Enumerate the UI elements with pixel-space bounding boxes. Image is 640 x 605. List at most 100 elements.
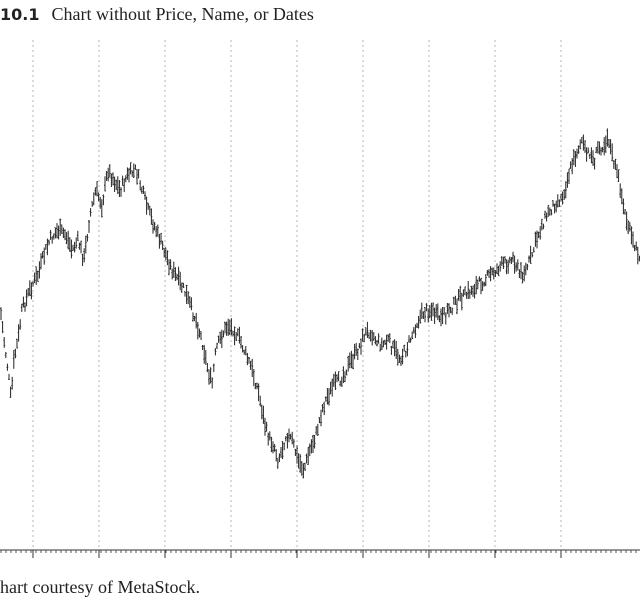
ohlc-bar [481,281,484,291]
ohlc-bar [313,435,316,449]
ohlc-bar [91,201,94,207]
ohlc-bar [160,232,162,245]
ohlc-bar [211,377,214,389]
ohlc-bar [148,205,151,216]
ohlc-bar [355,342,358,356]
chart-credit: hart courtesy of MetaStock. [0,577,200,597]
ohlc-bar [216,342,218,350]
ohlc-bar [544,210,546,219]
ohlc-bar [457,289,460,301]
figure-number: 10.1 [0,5,40,24]
ohlc-bar [465,291,468,299]
ohlc-bar [627,220,630,235]
ohlc-bar [604,135,607,153]
ohlc-bar [89,208,92,217]
ohlc-bar [620,188,623,205]
ohlc-bar [561,191,564,205]
ohlc-bar [526,263,529,271]
ohlc-bar [411,331,414,340]
ohlc-bar [307,446,310,465]
ohlc-bar [528,255,530,263]
ohlc-bar [584,140,586,153]
ohlc-bar [603,137,606,156]
ohlc-bar [152,219,154,234]
ohlc-bar [403,344,406,352]
ohlc-bar [472,285,474,297]
ohlc-bar [416,322,418,328]
ohlc-bar [182,282,185,288]
ohlc-bar [203,344,206,364]
ohlc-bar [368,332,370,339]
ohlc-bar [38,261,41,279]
ohlc-bar [222,330,225,338]
ohlc-bar [150,208,153,225]
ohlc-bar [315,426,318,435]
ohlc-bar [380,337,383,351]
ohlc-bar [64,229,66,241]
ohlc-bar [244,346,247,356]
ohlc-bar [33,272,36,284]
ohlc-bar [92,192,95,206]
ohlc-bar [412,327,415,334]
ohlc-bar [67,230,70,250]
ohlc-bar [144,191,146,200]
ohlc-bar [246,352,249,366]
ohlc-bar [94,187,97,196]
ohlc-bar [512,251,514,263]
ohlc-bar [283,442,286,451]
ohlc-bar [196,321,199,340]
ohlc-bar [558,199,561,207]
ohlc-bar [422,311,425,319]
x-axis [0,549,640,558]
ohlc-bar [510,257,513,264]
ohlc-bar [459,285,462,302]
ohlc-bar [632,231,634,248]
ohlc-bar [204,350,207,365]
ohlc-bar [388,333,391,344]
ohlc-bar [265,421,268,432]
ohlc-bar [270,436,273,453]
ohlc-bar [571,158,574,175]
ohlc-bar [59,218,62,236]
ohlc-bar [329,381,332,395]
ohlc-bar [227,318,230,336]
ohlc-bar [299,454,302,473]
ohlc-bar [177,266,180,286]
ohlc-bar [430,302,433,321]
ohlc-bar [123,178,126,193]
ohlc-bar [30,282,33,300]
ohlc-bar [585,147,588,162]
ohlc-bar [308,443,311,457]
ohlc-bar [635,241,638,251]
ohlc-bar [60,224,63,234]
ohlc-bar [462,289,465,297]
ohlc-bar [176,274,178,281]
ohlc-bar [609,139,612,155]
ohlc-bar [582,134,585,151]
ohlc-bar [260,404,263,420]
ohlc-bar [235,332,238,341]
ohlc-bar [180,282,183,293]
ohlc-bar [409,337,412,343]
ohlc-bar [124,175,127,183]
ohlc-bar [238,326,241,344]
ohlc-bar [171,268,174,280]
ohlc-bar [8,373,10,380]
ohlc-bar [302,463,305,479]
ohlc-bar [24,302,26,312]
ohlc-bar [425,303,428,312]
ohlc-bar [291,431,294,445]
ohlc-bar [414,324,417,338]
ohlc-bar [166,250,169,266]
ohlc-bar [324,396,327,402]
ohlc-bar [22,296,25,308]
ohlc-bar [275,449,278,462]
ohlc-bar [376,339,378,347]
ohlc-bar [116,176,119,195]
ohlc-bar [193,315,196,322]
ohlc-bar [305,453,308,464]
ohlc-bar [468,289,471,299]
ohlc-bar [588,153,591,159]
ohlc-bar [276,458,279,469]
ohlc-bar [220,329,223,349]
